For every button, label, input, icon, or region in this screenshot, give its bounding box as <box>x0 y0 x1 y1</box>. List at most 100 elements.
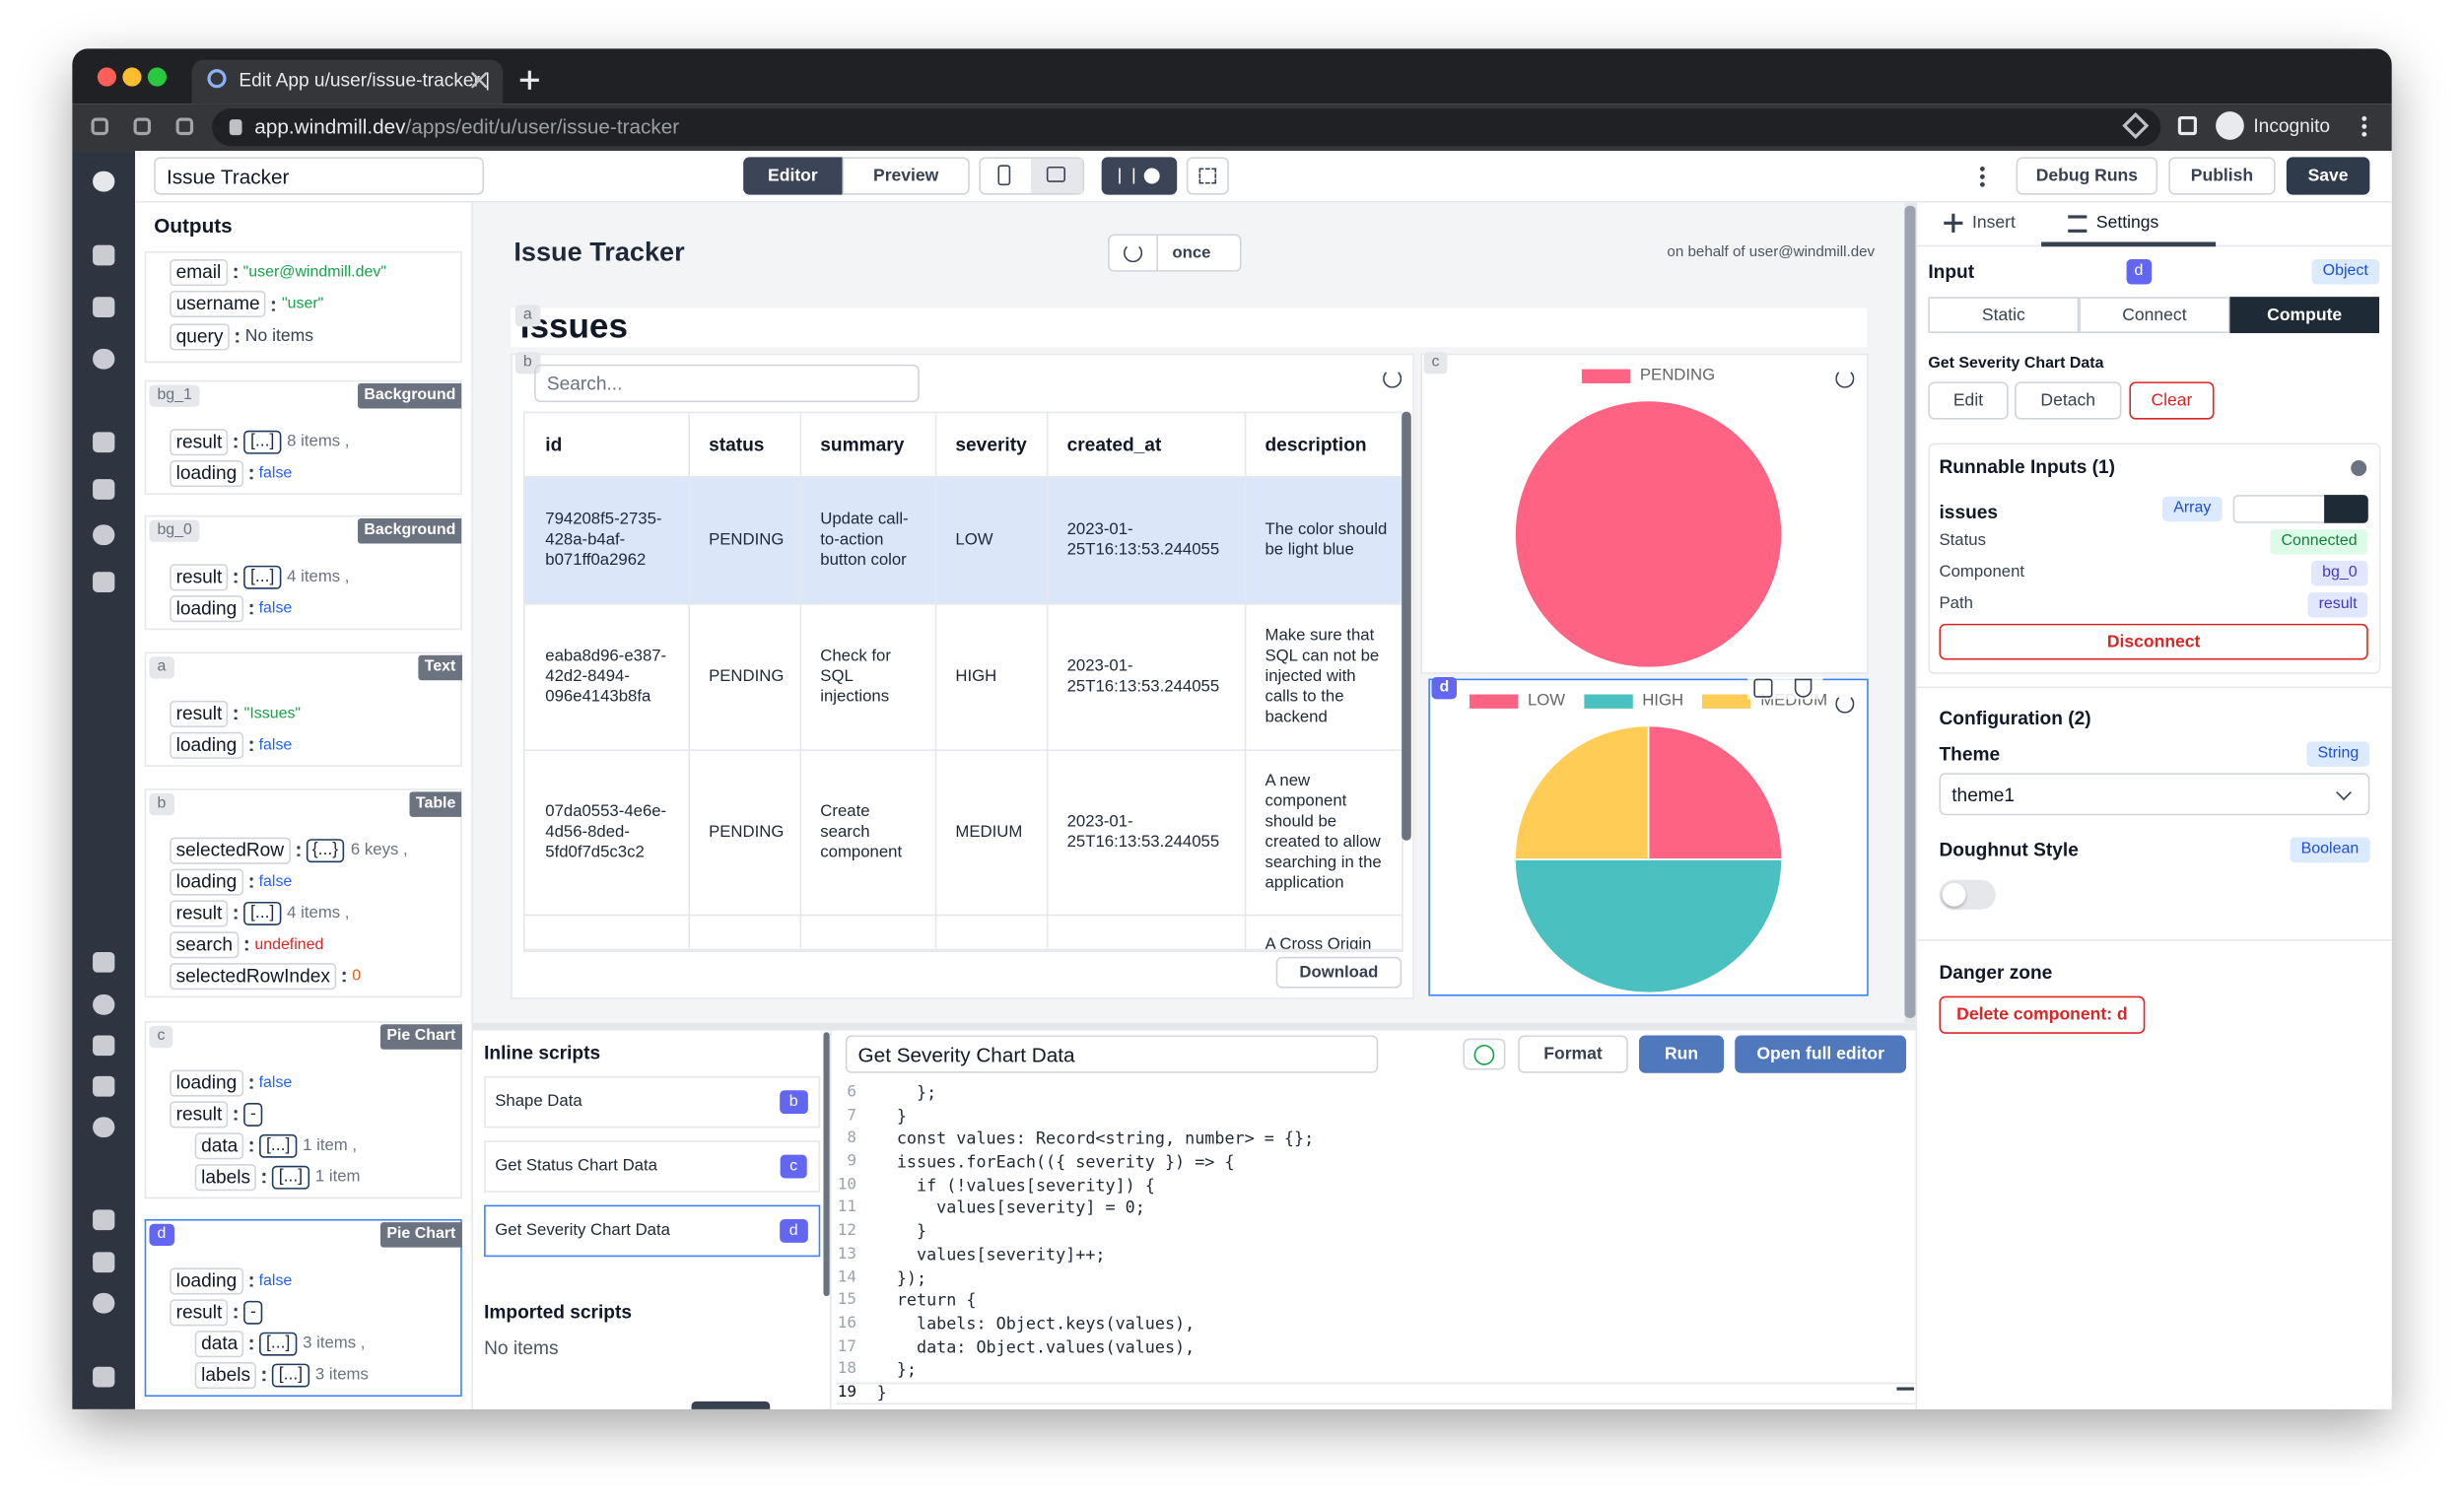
sidebar-icon[interactable] <box>93 572 115 592</box>
window-control[interactable] <box>147 67 168 87</box>
code-line: }; <box>876 1083 937 1103</box>
action-button[interactable]: Edit <box>1928 381 2009 420</box>
context-box <box>144 251 462 364</box>
table-cell: PENDING <box>709 821 785 841</box>
grid-toggle[interactable] <box>1101 157 1178 195</box>
app-name-input[interactable]: Issue Tracker <box>154 157 485 195</box>
download-button[interactable]: Download <box>1275 956 1403 989</box>
preview-button[interactable]: Preview <box>842 157 970 195</box>
mobile-icon <box>997 165 1011 186</box>
sidebar-icon[interactable] <box>93 951 115 973</box>
output-key: labels <box>194 1163 257 1191</box>
profile-avatar[interactable] <box>2216 111 2244 140</box>
mode-button[interactable]: Compute <box>2229 297 2379 333</box>
refresh-interval[interactable]: once <box>1158 234 1242 272</box>
delete-button[interactable]: Delete component: d <box>1939 995 2146 1034</box>
output-row: labels [...] 1 item <box>194 1163 360 1192</box>
sidebar-icon[interactable] <box>93 1366 115 1388</box>
table-refresh[interactable] <box>1383 369 1403 388</box>
canvas-scroll-thumb[interactable] <box>1904 205 1916 1018</box>
sidebar-icon[interactable] <box>93 994 115 1015</box>
open-editor-button[interactable]: Open full editor <box>1735 1035 1907 1073</box>
browser-menu[interactable] <box>2361 114 2367 137</box>
sidebar-icon[interactable] <box>93 479 115 500</box>
sidebar-icon[interactable] <box>93 1075 115 1097</box>
scripts-scrollbar[interactable] <box>823 1032 830 1297</box>
more-menu[interactable] <box>1979 165 1985 187</box>
field-label: Path <box>1939 593 1973 613</box>
nav-button[interactable] <box>175 117 194 136</box>
window-control[interactable] <box>97 67 116 87</box>
sidebar-icon[interactable] <box>93 1035 115 1057</box>
column-header: summary <box>820 433 905 456</box>
fullscreen-button[interactable] <box>1186 157 1229 195</box>
sidebar-icon[interactable] <box>93 171 115 192</box>
chart-refresh[interactable] <box>1835 369 1855 388</box>
table-header <box>524 413 1403 478</box>
mode-button[interactable]: Static <box>1928 297 2080 333</box>
publish-button[interactable]: Publish <box>2168 157 2276 195</box>
chart-component <box>1420 353 1869 674</box>
code-line: data: Object.values(values), <box>876 1337 1196 1357</box>
sidebar-icon[interactable] <box>93 348 115 370</box>
code-line: values[severity]++; <box>876 1245 1106 1265</box>
sidebar-icon[interactable] <box>93 297 115 317</box>
scripts-hscroll[interactable] <box>691 1401 771 1409</box>
sidebar-icon[interactable] <box>93 524 115 546</box>
new-tab[interactable] <box>527 70 531 90</box>
save-button[interactable]: Save <box>2286 157 2370 195</box>
script-name: Shape Data <box>495 1091 582 1111</box>
debug-runs-button[interactable]: Debug Runs <box>2016 157 2158 195</box>
nav-button[interactable] <box>91 117 109 136</box>
output-value: undefined <box>254 935 324 953</box>
output-value: "user" <box>281 295 324 313</box>
connected-mode[interactable] <box>2324 495 2368 523</box>
tab-insert[interactable]: Insert <box>1971 213 2016 233</box>
mode-button-label: Static <box>1981 306 2025 325</box>
script-item[interactable] <box>484 1204 821 1258</box>
sidebar-icon[interactable] <box>93 244 115 266</box>
sidebar-icon[interactable] <box>93 1252 115 1273</box>
action-button[interactable]: Detach <box>2015 381 2122 420</box>
side-panel-icon[interactable] <box>2177 115 2197 136</box>
tab-settings[interactable]: Settings <box>2095 213 2159 233</box>
browser-tab[interactable] <box>191 59 504 104</box>
mode-button[interactable]: Connect <box>2079 297 2230 333</box>
search-input[interactable]: Search... <box>534 364 920 403</box>
disconnect-button[interactable]: Disconnect <box>1939 623 2368 660</box>
action-button[interactable]: Clear <box>2129 381 2215 420</box>
tab-close[interactable] <box>471 72 488 89</box>
desktop-mode[interactable] <box>1030 158 1083 194</box>
script-item[interactable] <box>484 1140 821 1193</box>
nav-button[interactable] <box>133 117 152 136</box>
field-value: bg_0 <box>2310 561 2368 586</box>
sidebar-icon[interactable] <box>93 1209 115 1231</box>
output-value: false <box>258 1073 293 1092</box>
run-button[interactable]: Run <box>1638 1035 1725 1073</box>
selected-row[interactable] <box>524 477 1403 604</box>
code-area <box>836 1082 1916 1409</box>
output-value: false <box>258 464 293 482</box>
table-cell: LOW <box>955 529 993 550</box>
key-separator <box>235 1107 239 1121</box>
status-button[interactable] <box>1463 1038 1506 1070</box>
danger-title: Danger zone <box>1939 961 2053 984</box>
format-button-label: Format <box>1543 1045 1603 1064</box>
sidebar-icon[interactable] <box>93 1117 115 1138</box>
output-row: loading false <box>170 1068 292 1097</box>
output-row: result [...] 4 items , <box>170 899 349 927</box>
sidebar-icon[interactable] <box>93 1292 115 1314</box>
script-item[interactable] <box>484 1075 821 1129</box>
editor-button[interactable]: Editor <box>743 157 843 195</box>
device-toggle[interactable] <box>979 157 1085 195</box>
format-button[interactable]: Format <box>1518 1035 1628 1073</box>
address-bar[interactable] <box>212 107 2161 147</box>
table-scrollbar[interactable] <box>1402 411 1411 841</box>
info-icon <box>2351 460 2367 476</box>
script-name-input[interactable]: Get Severity Chart Data <box>845 1035 1379 1073</box>
window-control[interactable] <box>122 67 142 87</box>
sidebar-icon[interactable] <box>93 432 115 453</box>
theme-select[interactable]: theme1 <box>1939 773 2370 816</box>
chart-refresh[interactable] <box>1835 694 1855 714</box>
